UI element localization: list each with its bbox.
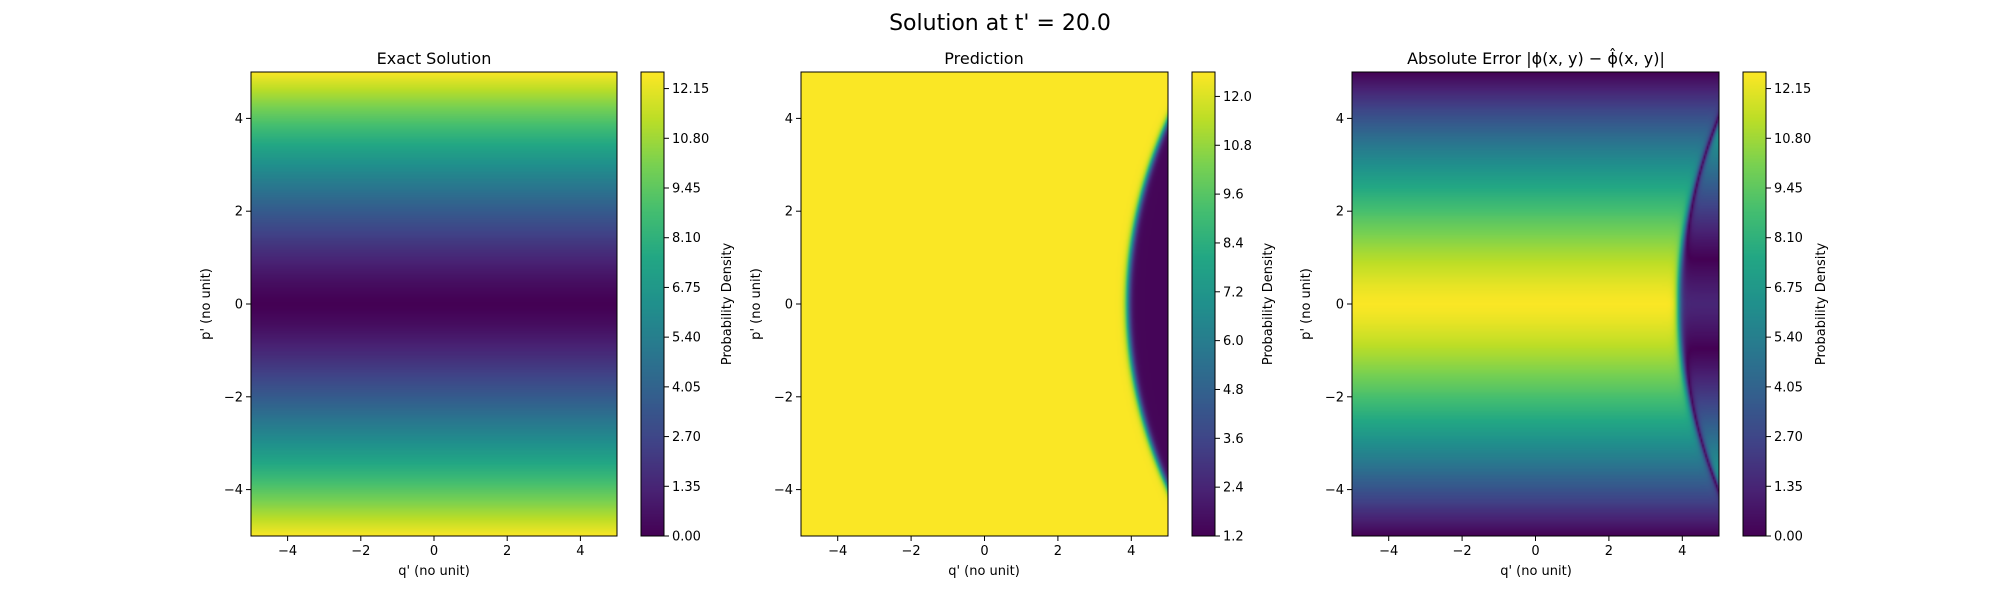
colorbar-frame-prediction: [1191, 71, 1216, 537]
colorbar-tick-label: 0.00: [672, 530, 701, 545]
colorbar-ticks-prediction: 1.2 2.4 3.6 4.8 6.0 7.2 8.4 9.6 10.8 12.0: [1215, 90, 1252, 545]
ytick-label: 0: [1336, 298, 1344, 313]
ytick-label: −4: [774, 483, 793, 498]
ytick-label: −4: [224, 483, 243, 498]
xtick-label: −4: [1379, 544, 1398, 559]
colorbar-tick-label: 10.80: [1774, 132, 1811, 147]
xtick-label: 0: [430, 544, 438, 559]
ylabel-error: p' (no unit): [1299, 268, 1314, 340]
colorbar-tick-label: 6.75: [1774, 281, 1803, 296]
colorbar-frame-exact: [640, 71, 665, 537]
ytick-label: 0: [235, 298, 243, 313]
ytick-label: −2: [224, 390, 243, 405]
colorbar-tick-label: 6.75: [672, 281, 701, 296]
colorbar-tick-label: 9.6: [1223, 188, 1244, 203]
panel-error: Absolute Error |ϕ(x, y) − ϕ̂(x, y)| −4 −2…: [1299, 48, 1829, 579]
xlabel-prediction: q' (no unit): [948, 564, 1020, 579]
panel-exact-title: Exact Solution: [377, 49, 492, 68]
colorbar-tick-label: 1.35: [1774, 480, 1803, 495]
panel-error-title: Absolute Error |ϕ(x, y) − ϕ̂(x, y)|: [1407, 48, 1665, 68]
ylabel-exact: p' (no unit): [199, 268, 214, 340]
ytick-label: −2: [774, 390, 793, 405]
xtick-label: −2: [902, 544, 921, 559]
xtick-label: −4: [828, 544, 847, 559]
axis-ticks-error: −4 −2 0 2 4 −4 −2 0 2 4: [1325, 112, 1687, 559]
ylabel-prediction: p' (no unit): [749, 268, 764, 340]
colorbar-tick-label: 10.8: [1223, 139, 1252, 154]
xtick-label: 4: [1127, 544, 1135, 559]
figure-suptitle: Solution at t' = 20.0: [889, 11, 1111, 36]
colorbar-tick-label: 3.6: [1223, 432, 1244, 447]
axis-ticks-exact: −4 −2 0 2 4 −4 −2 0 2 4: [224, 112, 585, 559]
colorbar-tick-label: 12.15: [1774, 82, 1811, 97]
colorbar-tick-label: 12.15: [672, 82, 709, 97]
colorbar-tick-label: 8.10: [672, 231, 701, 246]
panel-prediction-title: Prediction: [944, 49, 1023, 68]
ytick-label: 2: [1336, 205, 1344, 220]
xtick-label: 4: [1678, 544, 1686, 559]
ytick-label: 2: [785, 205, 793, 220]
colorbar-label-prediction: Probability Density: [1261, 243, 1276, 366]
colorbar-tick-label: 2.4: [1223, 481, 1244, 496]
colorbar-tick-label: 9.45: [1774, 182, 1803, 197]
colorbar-tick-label: 2.70: [672, 430, 701, 445]
ytick-label: 4: [235, 112, 243, 127]
colorbar-tick-label: 1.2: [1223, 530, 1244, 545]
xlabel-error: q' (no unit): [1500, 564, 1572, 579]
xtick-label: −4: [278, 544, 297, 559]
colorbar-frame-error: [1742, 71, 1767, 537]
panel-exact: Exact Solution −4 −2 0 2 4 −4 −2 0 2 4 q' (no uni…: [199, 49, 735, 579]
colorbar-tick-label: 9.45: [672, 182, 701, 197]
colorbar-prediction: [1192, 72, 1215, 536]
colorbar-tick-label: 2.70: [1774, 430, 1803, 445]
xtick-label: 2: [1054, 544, 1062, 559]
xlabel-exact: q' (no unit): [398, 564, 470, 579]
ytick-label: 0: [785, 298, 793, 313]
colorbar-tick-label: 4.05: [1774, 380, 1803, 395]
xtick-label: 0: [980, 544, 988, 559]
heatmap-error: [1352, 72, 1719, 536]
ytick-label: 2: [235, 205, 243, 220]
colorbar-tick-label: 12.0: [1223, 90, 1252, 105]
panel-prediction: Prediction −4 −2 0 2 4 −4 −2 0 2 4 q' (no unit) p…: [749, 49, 1276, 579]
colorbar-tick-label: 5.40: [1774, 331, 1803, 346]
xtick-label: 2: [1605, 544, 1613, 559]
heatmap-prediction: [801, 72, 1168, 536]
xtick-label: 4: [576, 544, 584, 559]
colorbar-error: [1743, 72, 1766, 536]
colorbar-tick-label: 10.80: [672, 132, 709, 147]
colorbar-tick-label: 7.2: [1223, 285, 1244, 300]
colorbar-label-error: Probability Density: [1814, 243, 1829, 366]
colorbar-label-exact: Probability Density: [720, 243, 735, 366]
xtick-label: −2: [1453, 544, 1472, 559]
colorbar-ticks-error: 0.00 1.35 2.70 4.05 5.40 6.75 8.10 9.45 10.80 12.…: [1766, 82, 1811, 545]
colorbar-tick-label: 4.05: [672, 380, 701, 395]
xtick-label: 0: [1531, 544, 1539, 559]
heatmap-exact: [251, 72, 617, 536]
colorbar-tick-label: 4.8: [1223, 383, 1244, 398]
colorbar-tick-label: 1.35: [672, 480, 701, 495]
colorbar-tick-label: 8.10: [1774, 231, 1803, 246]
axis-ticks-prediction: −4 −2 0 2 4 −4 −2 0 2 4: [774, 112, 1136, 559]
xtick-label: 2: [503, 544, 511, 559]
colorbar-tick-label: 5.40: [672, 331, 701, 346]
ytick-label: −4: [1325, 483, 1344, 498]
xtick-label: −2: [351, 544, 370, 559]
colorbar-tick-label: 6.0: [1223, 334, 1244, 349]
ytick-label: 4: [1336, 112, 1344, 127]
colorbar-exact: [641, 72, 664, 536]
colorbar-ticks-exact: 0.00 1.35 2.70 4.05 5.40 6.75 8.10 9.45 10.80 12.…: [664, 82, 709, 545]
colorbar-tick-label: 8.4: [1223, 236, 1244, 251]
ytick-label: −2: [1325, 390, 1344, 405]
ytick-label: 4: [785, 112, 793, 127]
colorbar-tick-label: 0.00: [1774, 530, 1803, 545]
